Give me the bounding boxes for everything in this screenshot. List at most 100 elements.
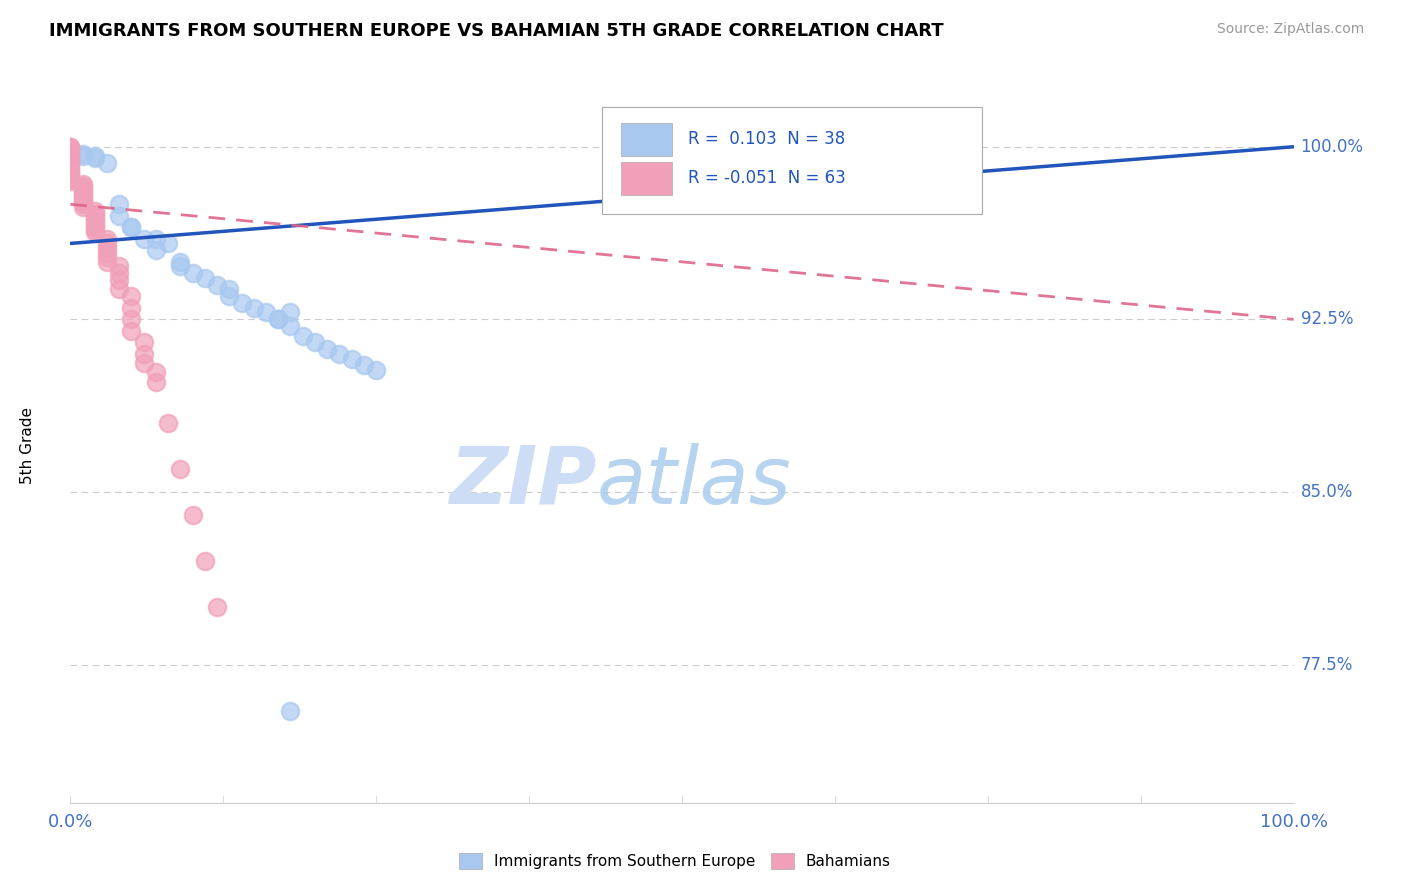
Text: R =  0.103  N = 38: R = 0.103 N = 38 [688, 130, 845, 148]
Point [157, 236, 180, 251]
Text: atlas: atlas [596, 442, 792, 521]
Point [72, 188, 94, 202]
Point [72, 190, 94, 204]
Point [169, 260, 191, 274]
Point [145, 375, 167, 389]
Text: 85.0%: 85.0% [1301, 483, 1353, 501]
Point [83, 213, 105, 227]
Point [181, 266, 204, 280]
Point [96, 232, 118, 246]
Point [218, 289, 240, 303]
Point [280, 319, 302, 334]
Point [353, 359, 375, 373]
Point [267, 312, 290, 326]
Point [83, 218, 105, 232]
Point [366, 363, 388, 377]
Point [145, 232, 167, 246]
Text: R = -0.051  N = 63: R = -0.051 N = 63 [688, 169, 846, 187]
Text: 92.5%: 92.5% [1301, 310, 1353, 328]
Point [267, 312, 290, 326]
Point [83, 220, 105, 235]
FancyBboxPatch shape [621, 123, 672, 155]
Point [72, 194, 94, 209]
Point [304, 335, 326, 350]
Point [59, 158, 82, 172]
Point [59, 167, 82, 181]
Point [96, 255, 118, 269]
Point [254, 305, 277, 319]
Point [96, 250, 118, 264]
Point [83, 204, 105, 219]
Point [280, 305, 302, 319]
Point [72, 178, 94, 193]
Point [108, 273, 131, 287]
Point [83, 222, 105, 236]
Point [83, 151, 105, 165]
Point [96, 156, 118, 170]
Point [205, 277, 228, 292]
Point [145, 365, 167, 379]
Point [194, 554, 217, 568]
Point [121, 220, 143, 235]
Point [132, 356, 155, 370]
Point [59, 146, 82, 161]
Point [59, 162, 82, 177]
Point [59, 156, 82, 170]
Point [291, 328, 314, 343]
Text: 5th Grade: 5th Grade [20, 408, 35, 484]
FancyBboxPatch shape [602, 107, 981, 214]
Point [121, 220, 143, 235]
Point [59, 151, 82, 165]
Text: 100.0%: 100.0% [1301, 137, 1364, 156]
Point [59, 146, 82, 161]
Point [108, 266, 131, 280]
Point [108, 197, 131, 211]
Point [145, 244, 167, 258]
Point [121, 324, 143, 338]
Point [72, 200, 94, 214]
FancyBboxPatch shape [621, 162, 672, 194]
Text: 77.5%: 77.5% [1301, 656, 1353, 673]
Point [194, 271, 217, 285]
Text: Source: ZipAtlas.com: Source: ZipAtlas.com [1216, 22, 1364, 37]
Point [72, 181, 94, 195]
Point [169, 462, 191, 476]
Point [96, 236, 118, 251]
Point [59, 172, 82, 186]
Point [169, 255, 191, 269]
Point [59, 174, 82, 188]
Text: ZIP: ZIP [449, 442, 596, 521]
Point [121, 289, 143, 303]
Point [83, 225, 105, 239]
Point [59, 140, 82, 154]
Text: IMMIGRANTS FROM SOUTHERN EUROPE VS BAHAMIAN 5TH GRADE CORRELATION CHART: IMMIGRANTS FROM SOUTHERN EUROPE VS BAHAM… [49, 22, 943, 40]
Point [83, 211, 105, 226]
Point [72, 193, 94, 207]
Point [108, 209, 131, 223]
Point [59, 146, 82, 161]
Point [121, 312, 143, 326]
Point [96, 241, 118, 255]
Point [218, 283, 240, 297]
Point [59, 146, 82, 161]
Point [72, 186, 94, 200]
Point [72, 146, 94, 161]
Point [59, 161, 82, 175]
Point [59, 140, 82, 154]
Point [72, 149, 94, 163]
Point [181, 508, 204, 522]
Point [96, 245, 118, 260]
Legend: Immigrants from Southern Europe, Bahamians: Immigrants from Southern Europe, Bahamia… [453, 847, 897, 875]
Point [72, 184, 94, 198]
Point [59, 149, 82, 163]
Point [316, 343, 339, 357]
Point [205, 600, 228, 615]
Point [108, 260, 131, 274]
Point [340, 351, 363, 366]
Point [157, 416, 180, 430]
Point [83, 149, 105, 163]
Point [132, 232, 155, 246]
Point [132, 335, 155, 350]
Point [72, 197, 94, 211]
Point [231, 296, 253, 310]
